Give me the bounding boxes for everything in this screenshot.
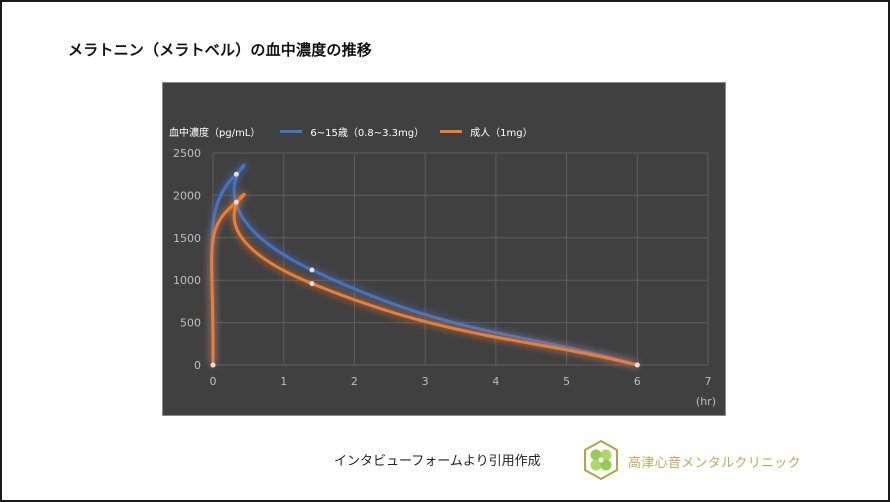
chart-legend: 血中濃度（pg/mL） 6~15歳（0.8~3.3mg） 成人（1mg） [169,124,549,139]
line-chart: 0 500 1000 1500 2000 2500 0 1 2 3 4 5 6 7 (hr) 血中濃度（pg… [162,82,726,416]
legend-label: 6~15歳（0.8~3.3mg） [310,128,425,139]
legend-item-adult: 成人（1mg） [440,124,533,139]
legend-swatch-orange [440,130,463,133]
y-tick-label: 2000 [173,189,201,202]
y-tick-label: 500 [180,317,201,330]
x-tick-label: 7 [705,375,712,388]
series-line [210,163,638,367]
data-point [309,267,315,273]
legend-label: 成人（1mg） [470,128,533,139]
y-tick-label: 2500 [173,147,201,160]
x-tick-label: 3 [422,375,429,388]
y-axis-label: 血中濃度（pg/mL） [169,128,261,139]
y-tick-label: 0 [194,359,201,372]
x-tick-label: 5 [563,375,570,388]
x-axis-label: (hr) [696,395,716,408]
page-title: メラトニン（メラトベル）の血中濃度の推移 [68,41,373,59]
y-tick-label: 1000 [173,274,201,287]
x-tick-label: 1 [280,375,287,388]
x-tick-label: 0 [210,375,217,388]
data-point [233,171,239,177]
x-tick-label: 6 [634,375,641,388]
data-point [634,362,640,368]
y-tick-label: 1500 [173,232,201,245]
data-point [210,362,216,368]
data-point [309,281,315,287]
x-tick-label: 2 [351,375,358,388]
series-line [210,192,638,367]
legend-item-children: 6~15歳（0.8~3.3mg） [280,124,424,139]
x-tick-label: 4 [492,375,499,388]
data-point [233,199,239,205]
chart-plot: 0 500 1000 1500 2000 2500 0 1 2 3 4 5 6 7 (hr) [173,147,716,408]
source-note: インタビューフォームより引用作成 [334,454,541,469]
legend-swatch-blue [280,130,303,133]
clinic-name: 高津心音メンタルクリニック [628,456,801,471]
clover-hexagon-logo-icon [584,440,618,480]
